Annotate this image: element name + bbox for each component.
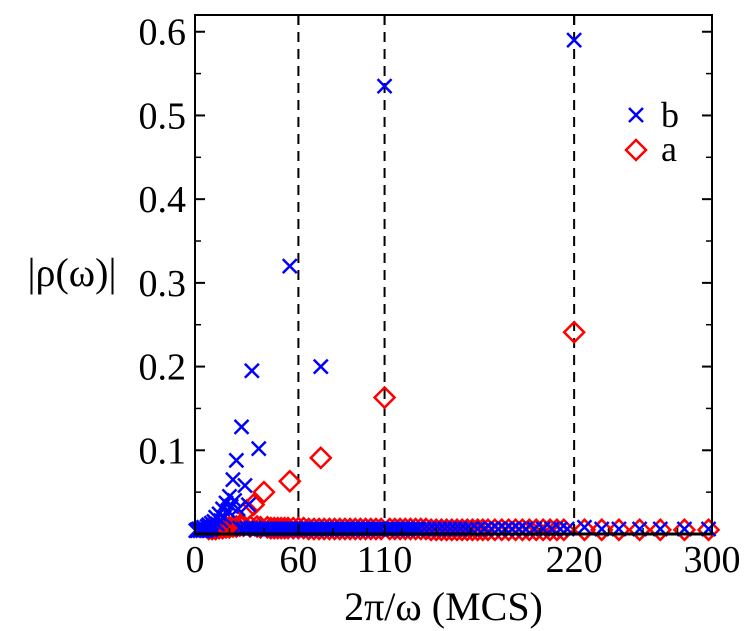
y-tick-label: 0.2: [139, 347, 187, 389]
marker-a: [221, 514, 245, 539]
legend-label-b: b: [661, 95, 679, 135]
marker-b: [376, 78, 393, 95]
marker-b: [240, 496, 257, 513]
legend-label-a: a: [661, 129, 677, 169]
marker-a: [465, 518, 490, 542]
x-axis-label: 2π/ω (MCS): [344, 584, 543, 629]
marker-a: [503, 518, 528, 542]
tick-labels: 0 60 110 220 300 0.1 0.2 0.3 0.4 0.5 0.6: [139, 12, 741, 581]
marker-a: [648, 518, 673, 542]
x-tick-label: 110: [357, 539, 413, 581]
marker-a: [309, 446, 333, 470]
marker-b: [237, 477, 253, 494]
marker-a: [696, 518, 721, 542]
marker-a: [372, 385, 397, 410]
y-axis-label: |ρ(ω)|: [28, 250, 117, 295]
legend: b a: [618, 95, 702, 172]
marker-a: [252, 480, 276, 504]
legend-box: [618, 96, 702, 172]
y-tick-label: 0.6: [139, 12, 187, 54]
marker-a: [672, 518, 697, 542]
legend-marker-a: [624, 138, 648, 162]
marker-b: [226, 492, 243, 509]
marker-a: [562, 320, 586, 345]
marker-b: [243, 362, 260, 379]
marker-a: [489, 518, 514, 542]
marker-a: [589, 518, 614, 542]
legend-marker-b: [628, 107, 644, 123]
x-tick-label: 220: [546, 539, 603, 581]
y-tick-label: 0.5: [139, 95, 187, 137]
marker-a: [572, 518, 597, 542]
x-tick-label: 300: [684, 539, 741, 581]
marker-b: [230, 501, 246, 517]
marker-b: [233, 418, 250, 435]
marker-b: [566, 32, 583, 48]
y-tick-label: 0.4: [139, 179, 187, 221]
x-tick-label: 60: [279, 539, 317, 581]
marker-b: [225, 471, 241, 488]
marker-b: [576, 519, 593, 536]
marker-b: [281, 258, 298, 275]
marker-b: [312, 358, 329, 375]
reference-lines: [297, 15, 576, 534]
legend-marker-a-diamond: [624, 138, 648, 162]
marker-b: [228, 452, 245, 469]
marker-a: [496, 518, 521, 542]
plot-frame: [194, 14, 713, 535]
marker-b: [250, 440, 267, 457]
y-tick-label: 0.1: [139, 430, 187, 472]
marker-a: [607, 518, 631, 542]
marker-a: [241, 492, 266, 517]
marker-a: [278, 469, 302, 494]
y-tick-label: 0.3: [139, 263, 187, 305]
axis-ticks: [194, 15, 713, 534]
marker-a: [627, 518, 652, 542]
legend-marker-b-x: [628, 107, 644, 123]
x-tick-label: 0: [186, 539, 205, 581]
